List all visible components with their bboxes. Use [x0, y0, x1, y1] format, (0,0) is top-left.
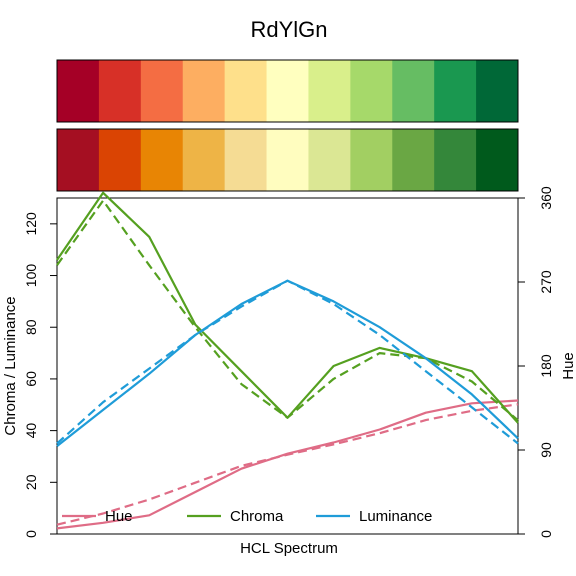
y-tick-label-left: 40 — [23, 423, 39, 439]
bottom-swatch — [182, 129, 226, 191]
top-swatch — [57, 60, 100, 122]
y-tick-label-left: 0 — [23, 530, 39, 538]
y-tick-label-left: 120 — [23, 212, 39, 236]
bottom-swatch — [140, 129, 184, 191]
top-swatch — [266, 60, 309, 122]
y-tick-label-right: 270 — [538, 270, 554, 294]
luminance-legend-label: Luminance — [359, 508, 432, 525]
chroma-line-dashed — [56, 199, 519, 422]
bottom-swatch — [308, 129, 351, 191]
y-axis-label-right: Hue — [560, 352, 576, 380]
legend: Hue Chroma Luminance — [62, 508, 432, 525]
chart-title: RdYlGn — [250, 17, 327, 42]
hue-line-dashed — [56, 403, 519, 526]
swatch-strip-top — [57, 60, 519, 122]
top-swatch — [476, 60, 519, 122]
bottom-swatch — [392, 129, 435, 191]
y-tick-label-right: 180 — [538, 354, 554, 378]
series-lines — [56, 191, 519, 530]
y-tick-label-right: 360 — [538, 186, 554, 210]
y-tick-label-left: 60 — [23, 371, 39, 387]
y-axis-left: 0 20 40 60 80 100 120 — [23, 212, 58, 538]
bottom-swatch — [266, 129, 309, 191]
top-swatch — [392, 60, 435, 122]
y-tick-label-left: 80 — [23, 319, 39, 335]
bottom-swatch — [98, 129, 142, 191]
top-swatch — [98, 60, 142, 122]
top-swatch — [308, 60, 351, 122]
y-tick-label-left: 100 — [23, 264, 39, 288]
top-swatch — [434, 60, 477, 122]
y-axis-label-left: Chroma / Luminance — [2, 296, 19, 435]
luminance-line-solid — [56, 279, 519, 447]
y-tick-label-right: 90 — [538, 442, 554, 458]
bottom-swatch — [434, 129, 477, 191]
swatch-strip-top-frame — [56, 59, 519, 123]
y-tick-label-right: 0 — [538, 530, 554, 538]
hue-legend-label: Hue — [105, 508, 133, 525]
top-swatch — [182, 60, 226, 122]
chroma-legend-label: Chroma — [230, 508, 284, 525]
plot-frame — [56, 197, 519, 535]
top-swatch — [140, 60, 184, 122]
y-axis-right: 0 90 180 270 360 — [517, 186, 554, 538]
swatch-strip-bottom-frame — [56, 128, 519, 192]
y-tick-label-left: 20 — [23, 474, 39, 490]
bottom-swatch — [224, 129, 268, 191]
swatch-strip-bottom — [57, 129, 519, 191]
x-axis-label: HCL Spectrum — [240, 540, 338, 557]
bottom-swatch — [350, 129, 393, 191]
luminance-line-dashed — [56, 279, 519, 445]
bottom-swatch — [476, 129, 519, 191]
top-swatch — [350, 60, 393, 122]
top-swatch — [224, 60, 268, 122]
bottom-swatch — [57, 129, 100, 191]
